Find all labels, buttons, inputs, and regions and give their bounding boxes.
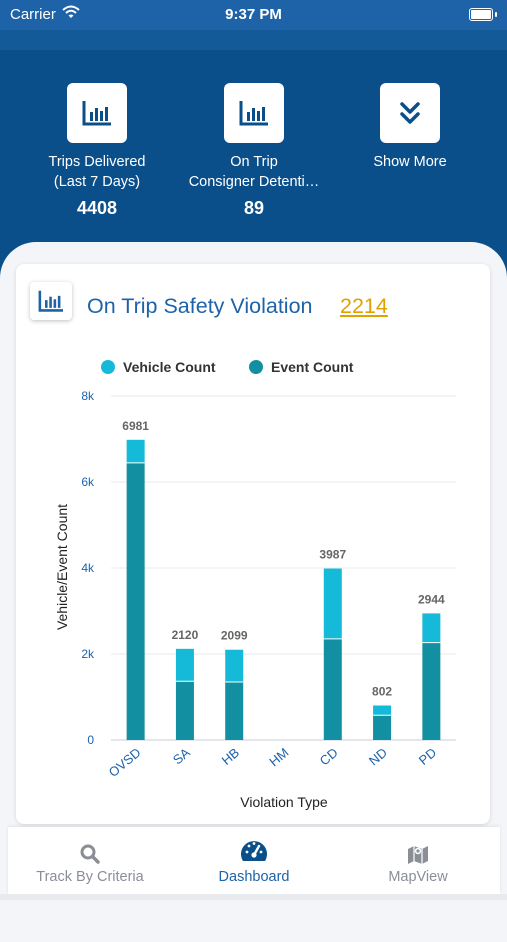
bar-event-count [373, 715, 392, 740]
home-indicator [0, 894, 507, 900]
tab-mapview[interactable]: MapView [336, 827, 500, 894]
x-tick-label: ND [366, 745, 390, 769]
y-tick-label: 0 [87, 733, 94, 747]
speedometer-icon [172, 837, 336, 861]
bar-vehicle-count [323, 568, 342, 639]
bar-chart-icon [30, 282, 72, 320]
bar-event-count [422, 642, 441, 740]
tab-track-by-criteria[interactable]: Track By Criteria [8, 827, 172, 894]
status-bar: Carrier 9:37 PM [0, 0, 507, 30]
tab-label: MapView [388, 869, 448, 885]
bar-total-label: 3987 [319, 548, 346, 562]
bar-total-label: 2099 [221, 629, 248, 643]
legend-swatch [101, 360, 115, 374]
trips-delivered-value: 4408 [76, 198, 118, 218]
search-icon [8, 843, 172, 867]
legend-swatch [249, 360, 263, 374]
bar-vehicle-count [126, 439, 145, 463]
bar-total-labels: 6981 2120 2099 3987 802 2944 [122, 419, 445, 699]
status-time: 9:37 PM [225, 6, 282, 23]
consigner-detention-value: 89 [243, 198, 265, 218]
y-axis-label: Vehicle/Event Count [54, 504, 70, 630]
bar-vehicle-count [225, 649, 244, 682]
bar-event-count [323, 638, 342, 740]
violation-bar-chart: Vehicle Count Event Count 0 2k 4k 6k 8k OVSD S… [54, 359, 456, 810]
x-tick-label: CD [317, 745, 341, 769]
bar-total-label: 2120 [172, 628, 199, 642]
safety-violation-card: On Trip Safety Violation 2214 Vehicle Co… [16, 264, 490, 824]
chart-grid [111, 395, 456, 741]
tab-label: Dashboard [218, 869, 290, 885]
x-axis-ticks: OVSD SA HB HM CD ND PD [106, 745, 440, 780]
tab-dashboard[interactable]: Dashboard [172, 827, 336, 894]
consigner-detention-label: On Trip Consigner Detenti… [184, 152, 324, 192]
bar-vehicle-count [422, 613, 441, 643]
bar-vehicle-count [373, 705, 392, 716]
bar-event-count [126, 462, 145, 740]
consigner-detention-tile[interactable]: On Trip Consigner Detenti… 89 [184, 83, 324, 219]
card-title: On Trip Safety Violation [87, 294, 313, 318]
x-tick-label: HB [219, 745, 242, 768]
bar-total-label: 802 [372, 685, 392, 699]
x-tick-label: OVSD [106, 745, 144, 780]
tile-label-line1: On Trip [230, 154, 278, 170]
carrier-label: Carrier [10, 6, 56, 23]
violation-count-link[interactable]: 2214 [340, 294, 388, 318]
tile-label-line2: Consigner Detenti… [188, 174, 320, 190]
y-tick-label: 4k [81, 561, 95, 575]
map-icon [336, 843, 500, 867]
tile-label-line2: (Last 7 Days) [53, 174, 141, 190]
double-chevron-down-icon [380, 83, 440, 143]
x-tick-label: SA [170, 745, 193, 768]
tab-label: Track By Criteria [36, 869, 144, 885]
bar-event-count [175, 681, 194, 740]
y-tick-label: 6k [81, 475, 95, 489]
x-tick-label: HM [266, 745, 291, 769]
header-band [0, 30, 507, 50]
x-axis-label: Violation Type [240, 794, 328, 810]
y-axis-ticks: 0 2k 4k 6k 8k [81, 389, 95, 747]
legend-label: Vehicle Count [123, 359, 216, 375]
trips-delivered-tile[interactable]: Trips Delivered (Last 7 Days) 4408 [27, 83, 167, 219]
chart-bars [126, 439, 441, 740]
y-tick-label: 2k [81, 647, 95, 661]
chart-legend: Vehicle Count Event Count [101, 359, 354, 375]
bar-total-label: 6981 [122, 419, 149, 433]
bar-vehicle-count [175, 648, 194, 682]
bar-chart-icon [67, 83, 127, 143]
x-tick-label: PD [416, 745, 439, 768]
tile-label-line1: Trips Delivered [48, 154, 146, 170]
wifi-icon [62, 5, 80, 23]
trips-delivered-label: Trips Delivered (Last 7 Days) [27, 152, 167, 192]
bar-total-label: 2944 [418, 592, 445, 606]
bar-event-count [225, 681, 244, 740]
bottom-tab-bar: Track By Criteria Dashboard MapVi [8, 827, 500, 894]
bar-chart-icon [224, 83, 284, 143]
show-more-tile[interactable]: Show More [340, 83, 480, 172]
show-more-label: Show More [373, 154, 447, 170]
legend-label: Event Count [271, 359, 354, 375]
y-tick-label: 8k [81, 389, 95, 403]
battery-icon [469, 8, 497, 21]
